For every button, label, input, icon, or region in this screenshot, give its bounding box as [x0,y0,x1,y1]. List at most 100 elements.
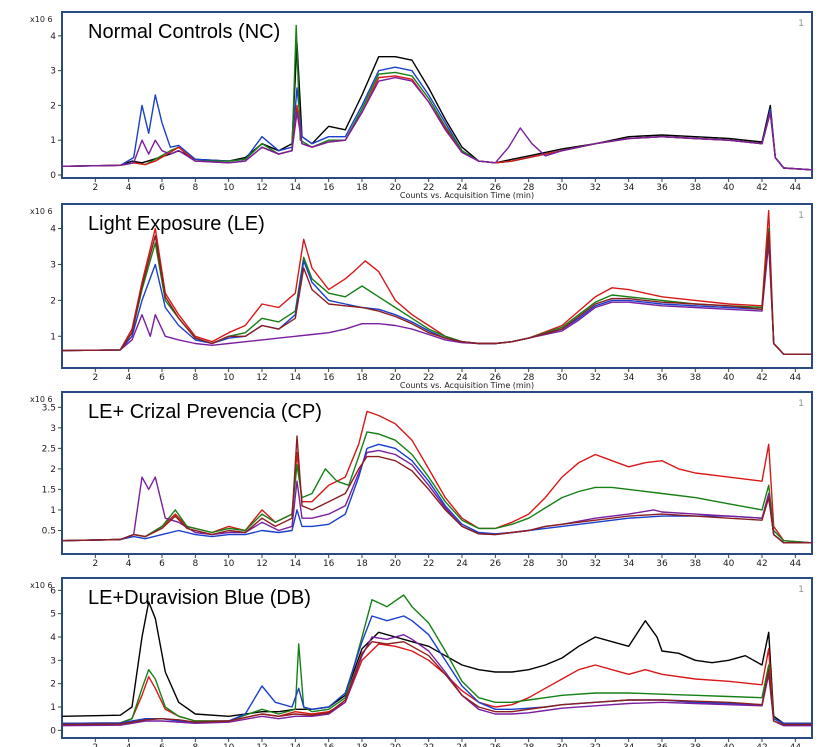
x-tick-label: 42 [756,559,767,569]
x-tick-label: 30 [556,559,568,569]
y-tick-label: 4 [50,633,56,643]
x-tick-label: 44 [790,559,802,569]
x-tick-label: 44 [790,183,802,193]
x-tick-label: 14 [290,373,302,383]
x-tick-label: 6 [159,559,165,569]
y-tick-label: 0.5 [42,526,56,536]
y-tick-label: 2.5 [42,444,56,454]
x-tick-label: 24 [456,183,468,193]
x-tick-label: 22 [423,183,434,193]
y-tick-label: 3 [50,656,56,666]
x-tick-label: 32 [590,373,601,383]
x-tick-label: 14 [290,559,302,569]
x-tick-label: 30 [556,743,568,747]
x-tick-label: 32 [590,559,601,569]
x-tick-label: 16 [323,559,335,569]
y-exponent-label: x10 6 [30,15,53,24]
y-tick-label: 3 [50,67,56,77]
x-tick-label: 12 [256,559,267,569]
x-tick-label: 8 [192,743,198,747]
x-tick-label: 28 [523,373,535,383]
series-line-1 [61,601,812,724]
x-tick-label: 20 [390,183,402,193]
x-tick-label: 42 [756,373,767,383]
x-tick-label: 6 [159,183,165,193]
x-tick-label: 40 [723,373,735,383]
y-tick-label: 1 [50,506,56,516]
x-tick-label: 12 [256,373,267,383]
x-tick-label: 2 [92,559,98,569]
x-tick-label: 8 [192,373,198,383]
x-tick-label: 12 [256,183,267,193]
x-tick-label: 14 [290,183,302,193]
x-tick-label: 36 [656,373,668,383]
x-tick-label: 34 [623,183,635,193]
x-tick-label: 4 [126,559,132,569]
y-tick-label: 0 [50,726,56,736]
x-tick-label: 26 [490,559,502,569]
x-tick-label: 38 [690,559,702,569]
x-tick-label: 12 [256,743,267,747]
plot-frame [61,11,813,179]
y-tick-label: 2 [50,680,56,690]
y-tick-label: 3.5 [42,403,56,413]
panel-title: LE+ Crizal Prevencia (CP) [88,401,322,423]
series-line-5 [61,231,812,355]
y-tick-label: 6 [50,586,56,596]
x-tick-label: 18 [356,183,368,193]
x-tick-label: 34 [623,559,635,569]
x-tick-label: 38 [690,743,702,747]
series-line-1 [61,209,812,355]
x-tick-label: 10 [223,559,235,569]
x-tick-label: 16 [323,373,335,383]
x-tick-label: 40 [723,559,735,569]
y-tick-label: 4 [50,225,56,235]
series-line-3 [61,235,812,355]
x-tick-label: 34 [623,743,635,747]
x-axis-label: Counts vs. Acquisition Time (min) [400,381,534,390]
x-tick-label: 38 [690,183,702,193]
y-exponent-label: x10 6 [30,395,53,404]
x-tick-label: 16 [323,183,335,193]
x-tick-label: 10 [223,743,235,747]
x-tick-label: 36 [656,559,668,569]
x-tick-label: 34 [623,373,635,383]
panel-title: Light Exposure (LE) [88,213,265,235]
y-tick-label: 4 [50,32,56,42]
x-tick-label: 40 [723,183,735,193]
x-tick-label: 8 [192,559,198,569]
x-tick-label: 42 [756,183,767,193]
x-tick-label: 30 [556,373,568,383]
y-tick-label: 5 [50,610,56,620]
corner-mark: 1 [798,585,804,595]
y-tick-label: 3 [50,260,56,270]
x-axis-label: Counts vs. Acquisition Time (min) [400,191,534,200]
y-tick-label: 1 [50,332,56,342]
plot-frame [61,577,813,739]
x-tick-label: 44 [790,373,802,383]
x-tick-label: 20 [390,743,402,747]
series-line-5 [61,435,812,544]
plot-frame [61,203,813,369]
chart-panel-4: x10 601234562468101214161820222426283032… [30,577,813,747]
corner-mark: 1 [798,399,804,409]
x-tick-label: 24 [456,559,468,569]
x-tick-label: 18 [356,559,368,569]
x-tick-label: 28 [523,743,535,747]
series-line-5 [61,76,813,171]
y-tick-label: 2 [50,101,56,111]
y-tick-label: 2 [50,465,56,475]
x-tick-label: 10 [223,373,235,383]
x-tick-label: 36 [656,743,668,747]
x-tick-label: 42 [756,743,767,747]
x-tick-label: 38 [690,373,702,383]
x-tick-label: 18 [356,743,368,747]
x-tick-label: 14 [290,743,302,747]
corner-mark: 1 [798,211,804,221]
x-tick-label: 16 [323,743,335,747]
series-line-6 [61,641,812,726]
x-tick-label: 24 [456,743,468,747]
y-tick-label: 3 [50,424,56,434]
